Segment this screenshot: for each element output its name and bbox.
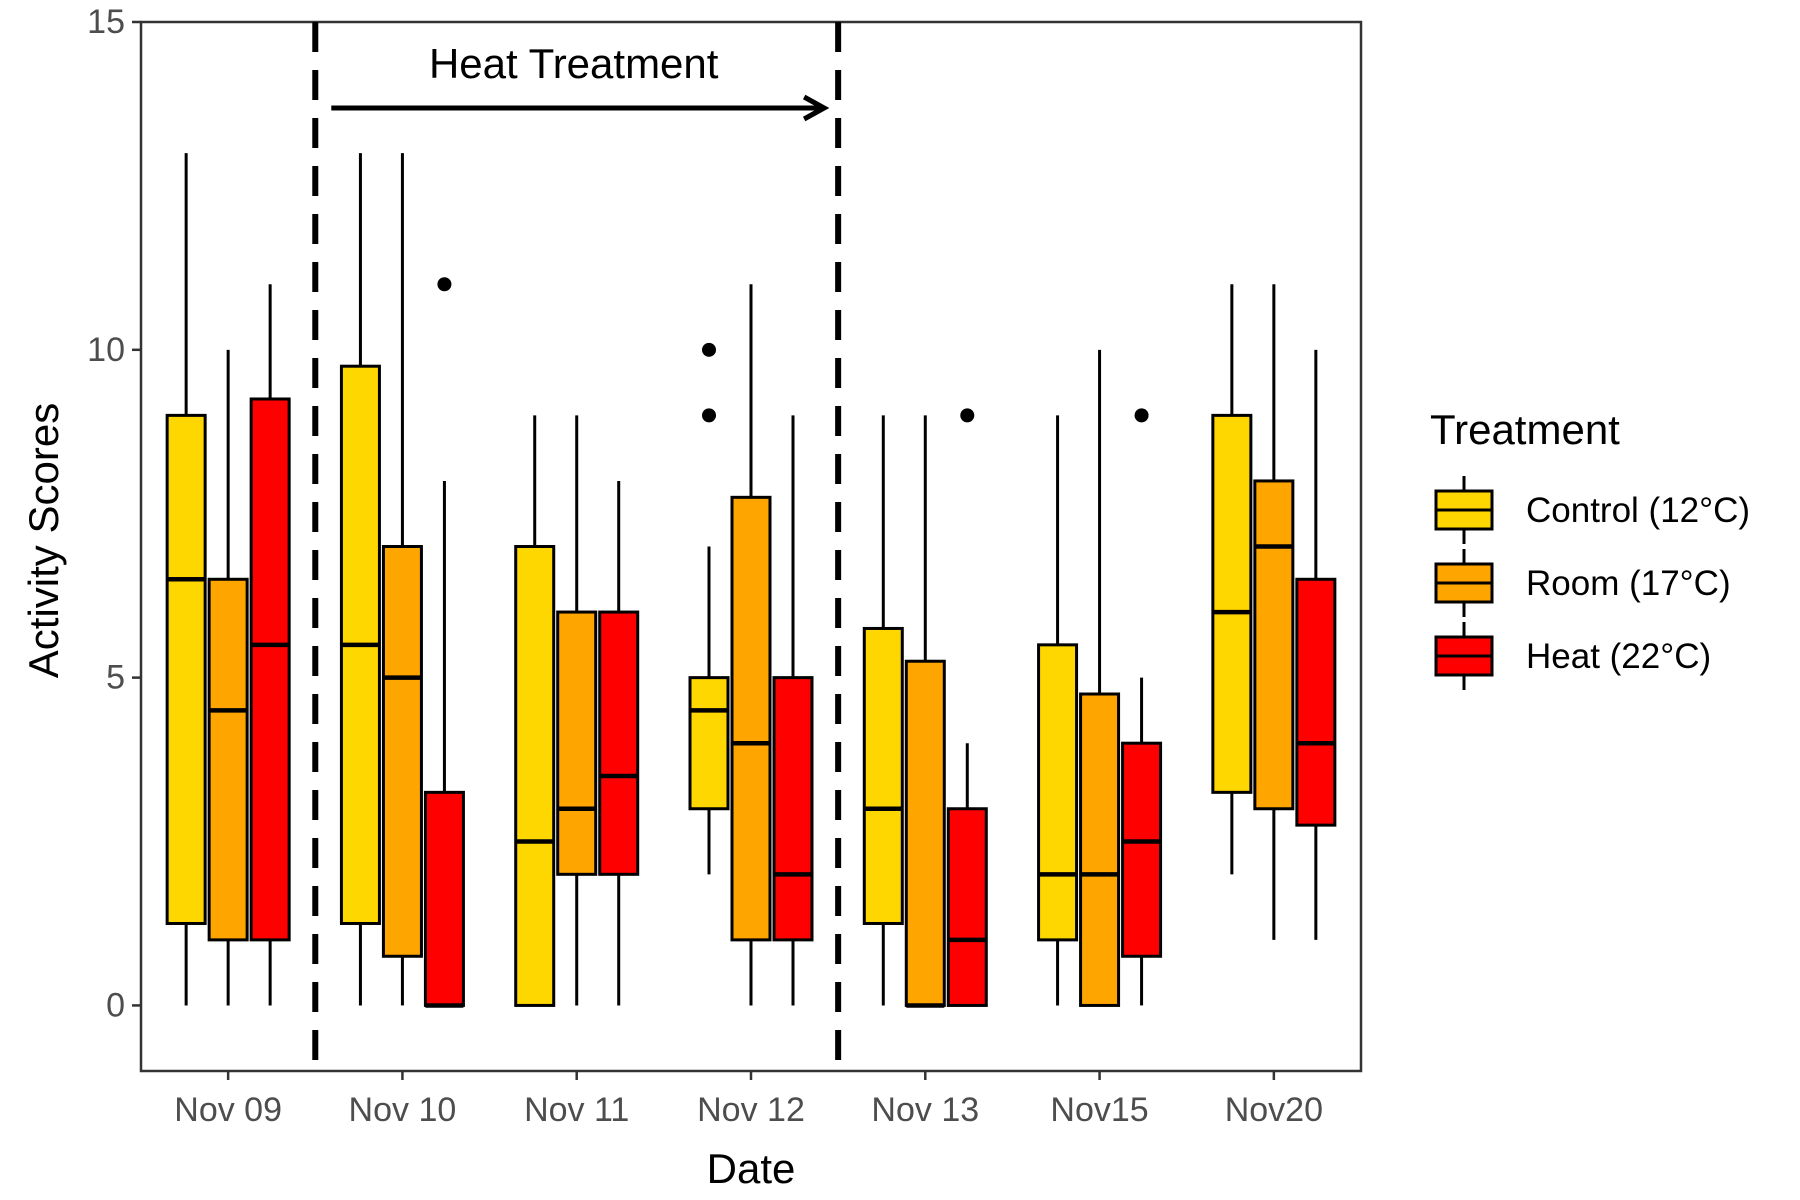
outlier-point — [960, 408, 975, 423]
box-2-6 — [1295, 349, 1337, 940]
outlier-point — [702, 408, 716, 423]
box-1-6 — [1253, 284, 1295, 940]
box-body — [946, 807, 988, 1007]
box-body — [1121, 741, 1163, 958]
box-body — [381, 545, 423, 958]
y-tick-label: 5 — [106, 659, 125, 697]
x-tick-label: Nov 13 — [871, 1091, 979, 1129]
legend-label: Room (17°C) — [1526, 564, 1731, 603]
legend-label: Heat (22°C) — [1526, 637, 1711, 676]
box-body — [165, 413, 207, 925]
box-0-6 — [1211, 284, 1253, 875]
outlier-point — [1134, 408, 1149, 423]
box-body — [862, 626, 904, 925]
box-0-1 — [339, 153, 381, 1006]
box-2-4 — [946, 408, 988, 1007]
x-tick-label: Nov 12 — [697, 1091, 805, 1129]
box-0-3 — [688, 342, 730, 875]
x-axis-title: Date — [707, 1145, 796, 1192]
box-1-2 — [556, 415, 598, 1006]
box-body — [556, 610, 598, 876]
box-0-2 — [514, 415, 556, 1007]
box-1-0 — [207, 349, 249, 1006]
box-body — [904, 659, 946, 1007]
outlier-point — [702, 342, 716, 357]
y-tick-label: 15 — [87, 3, 125, 41]
box-2-3 — [772, 415, 814, 1006]
x-tick-label: Nov15 — [1050, 1091, 1148, 1129]
box-1-5 — [1079, 349, 1121, 1007]
x-tick-label: Nov 09 — [174, 1091, 282, 1129]
y-axis-title: Activity Scores — [20, 403, 67, 678]
box-body — [688, 676, 730, 811]
box-1-3 — [730, 284, 772, 1006]
box-body — [207, 577, 249, 942]
box-body — [598, 610, 640, 876]
box-2-1 — [423, 277, 465, 1008]
series-1 — [207, 153, 1295, 1008]
box-body — [1253, 479, 1295, 811]
box-2-0 — [249, 284, 291, 1006]
box-body — [1295, 577, 1337, 827]
legend-item-0: Control (12°C) — [1434, 476, 1750, 544]
box-body — [730, 495, 772, 942]
box-1-4 — [904, 415, 946, 1008]
y-tick-label: 0 — [106, 986, 125, 1024]
box-body — [772, 676, 814, 942]
legend: Treatment Control (12°C) Room (17°C) Heat (… — [1430, 406, 1750, 690]
box-body — [1079, 692, 1121, 1007]
legend-item-2: Heat (22°C) — [1434, 622, 1711, 690]
box-0-5 — [1037, 415, 1079, 1006]
series-2 — [249, 277, 1337, 1008]
box-2-2 — [598, 480, 640, 1006]
annotation-label: Heat Treatment — [429, 40, 719, 87]
box-body — [1211, 413, 1253, 794]
box-1-1 — [381, 153, 423, 1006]
axes: 0 5 10 15 Nov 09 Nov 10 Nov 11 Nov 12 Nov 13 Nov1… — [20, 3, 1323, 1192]
box-body — [514, 545, 556, 1007]
legend-item-1: Room (17°C) — [1434, 549, 1731, 617]
x-tick-label: Nov 11 — [524, 1091, 629, 1129]
legend-title: Treatment — [1430, 406, 1620, 453]
series-0 — [165, 153, 1253, 1007]
box-0-0 — [165, 153, 207, 1006]
box-body — [423, 790, 465, 1007]
box-2-5 — [1121, 408, 1163, 1006]
plot-area: Heat Treatment — [139, 20, 1363, 1073]
box-0-4 — [862, 415, 904, 1006]
x-tick-label: Nov20 — [1225, 1091, 1323, 1129]
annotation-arrow-head — [802, 94, 830, 122]
box-body — [1037, 643, 1079, 942]
y-tick-label: 10 — [87, 331, 125, 369]
x-tick-label: Nov 10 — [349, 1091, 457, 1129]
legend-label: Control (12°C) — [1526, 491, 1750, 530]
outlier-point — [437, 277, 452, 292]
box-body — [249, 397, 291, 942]
